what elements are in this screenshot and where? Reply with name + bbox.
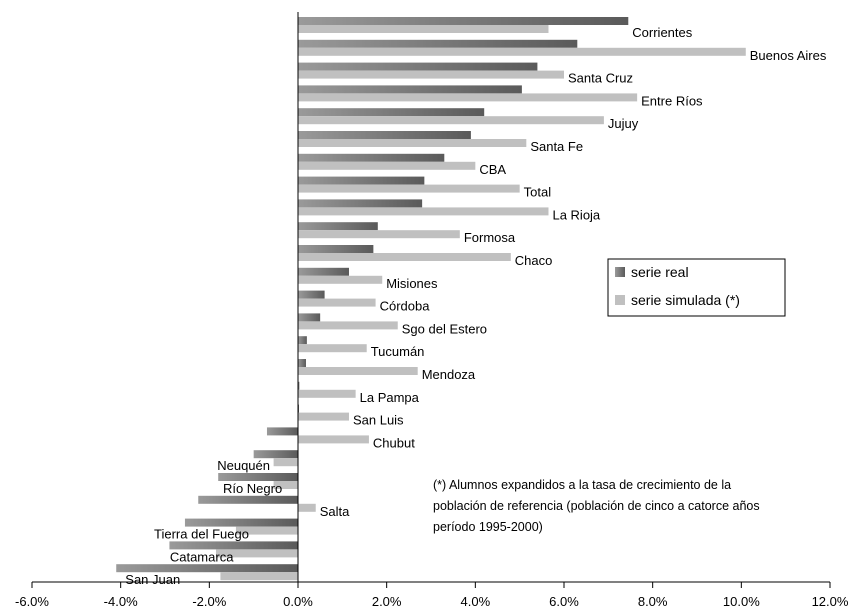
- bar-real-Buenos Aires: [298, 39, 578, 48]
- category-label: Jujuy: [608, 116, 639, 131]
- x-tick-label: -2.0%: [192, 594, 226, 609]
- x-tick-label: 2.0%: [372, 594, 402, 609]
- bar-real-Misiones: [298, 267, 349, 276]
- category-label: Tierra del Fuego: [154, 527, 249, 542]
- category-label: Entre Ríos: [641, 93, 703, 108]
- bars-group: [116, 17, 746, 581]
- category-label: Catamarca: [170, 549, 234, 564]
- x-tick-label: -4.0%: [104, 594, 138, 609]
- category-label: Chaco: [515, 253, 553, 268]
- footnote: (*) Alumnos expandidos a la tasa de crec…: [433, 478, 760, 534]
- bar-simulada-CBA: [298, 161, 476, 170]
- bar-simulada-Total: [298, 184, 520, 193]
- legend-box: [607, 258, 786, 317]
- bar-simulada-La Rioja: [298, 207, 549, 216]
- category-label: Chubut: [373, 435, 415, 450]
- category-label: Misiones: [386, 276, 438, 291]
- category-label: Total: [524, 185, 552, 200]
- category-label: Formosa: [464, 230, 516, 245]
- bar-real-Entre Ríos: [298, 85, 522, 94]
- bar-simulada-Chaco: [298, 253, 511, 261]
- bar-real-Total: [298, 176, 425, 185]
- category-label: Sgo del Estero: [402, 321, 487, 336]
- bar-real-Santa Fe: [298, 131, 471, 139]
- bar-simulada-Mendoza: [298, 367, 418, 375]
- bar-real-Río Negro: [218, 473, 298, 481]
- bar-simulada-San Luis: [298, 412, 349, 421]
- bar-real-Neuquén: [253, 450, 298, 459]
- category-label: Corrientes: [632, 25, 692, 40]
- footnote-line-2: población de referencia (población de ci…: [433, 499, 760, 513]
- x-tick-label: 8.0%: [638, 594, 668, 609]
- bar-simulada-Tierra del Fuego: [235, 526, 298, 535]
- legend-swatch-serie-real: [615, 267, 625, 277]
- bar-simulada-Córdoba: [298, 298, 376, 307]
- bar-simulada-La Pampa: [298, 389, 356, 398]
- category-label: Neuquén: [217, 458, 270, 473]
- bar-real-Santa Cruz: [298, 62, 538, 71]
- category-labels: Corrientes Buenos Aires Santa Cruz Entre Rí…: [125, 25, 827, 587]
- bar-real-Formosa: [298, 222, 378, 231]
- bar-simulada-Corrientes: [298, 25, 549, 33]
- bar-simulada-Formosa: [298, 230, 460, 239]
- footnote-line-3: período 1995-2000): [433, 520, 543, 534]
- bar-real-San Juan: [116, 564, 298, 573]
- bar-simulada-Buenos Aires: [298, 47, 746, 56]
- bar-simulada-Tucumán: [298, 344, 367, 353]
- bar-simulada-Salta: [298, 503, 316, 512]
- category-label: Mendoza: [422, 367, 476, 382]
- bar-simulada-Santa Fe: [298, 139, 527, 147]
- category-label: Santa Cruz: [568, 71, 633, 86]
- bar-real-Mendoza: [298, 359, 306, 367]
- category-label: Salta: [320, 504, 350, 519]
- legend-swatch-serie-simulada: [615, 295, 625, 305]
- bar-real-Tierra del Fuego: [184, 518, 298, 527]
- bar-real-Sgo del Estero: [298, 313, 321, 322]
- legend-label-serie-real: serie real: [631, 264, 689, 280]
- bar-real-Corrientes: [298, 17, 629, 25]
- x-tick-label: 10.0%: [723, 594, 760, 609]
- bar-simulada-Misiones: [298, 275, 383, 284]
- category-label: La Pampa: [360, 390, 420, 405]
- bar-real-CBA: [298, 153, 445, 162]
- bar-simulada-Sgo del Estero: [298, 321, 398, 330]
- bar-real-Chubut: [266, 427, 298, 436]
- x-tick-label: -6.0%: [15, 594, 49, 609]
- bar-simulada-Neuquén: [273, 458, 298, 467]
- x-tick-label: 4.0%: [461, 594, 491, 609]
- x-axis-ticks: -6.0% -4.0% -2.0% 0.0% 2.0% 4.0% 6.0% 8.0% 10.0%…: [15, 582, 849, 609]
- bar-real-Jujuy: [298, 108, 485, 117]
- bar-simulada-Santa Cruz: [298, 70, 564, 79]
- footnote-line-1: (*) Alumnos expandidos a la tasa de crec…: [433, 478, 731, 492]
- x-tick-label: 12.0%: [812, 594, 849, 609]
- bar-real-Chaco: [298, 245, 374, 253]
- bar-real-Salta: [198, 495, 298, 504]
- bar-real-Córdoba: [298, 290, 325, 299]
- legend: serie real serie simulada (*): [607, 258, 786, 317]
- bar-real-Catamarca: [169, 541, 298, 550]
- category-label: San Juan: [125, 572, 180, 587]
- bar-real-La Pampa: [298, 381, 300, 390]
- category-label: Tucumán: [371, 344, 425, 359]
- bar-simulada-Jujuy: [298, 116, 604, 125]
- bar-simulada-Catamarca: [215, 549, 298, 558]
- category-label: Buenos Aires: [750, 48, 827, 63]
- category-label: La Rioja: [552, 207, 600, 222]
- category-label: San Luis: [353, 413, 404, 428]
- bar-real-La Rioja: [298, 199, 423, 208]
- category-label: Santa Fe: [530, 139, 583, 154]
- bar-simulada-San Juan: [220, 572, 298, 581]
- category-label: Río Negro: [223, 481, 282, 496]
- bar-simulada-Chubut: [298, 435, 369, 444]
- x-tick-label: 0.0%: [283, 594, 313, 609]
- bar-simulada-Entre Ríos: [298, 93, 638, 102]
- x-tick-label: 6.0%: [549, 594, 579, 609]
- bar-simulada-Río Negro: [273, 481, 298, 489]
- category-label: Córdoba: [380, 299, 431, 314]
- bar-real-Tucumán: [298, 336, 307, 345]
- legend-label-serie-simulada: serie simulada (*): [631, 292, 740, 308]
- category-label: CBA: [479, 162, 506, 177]
